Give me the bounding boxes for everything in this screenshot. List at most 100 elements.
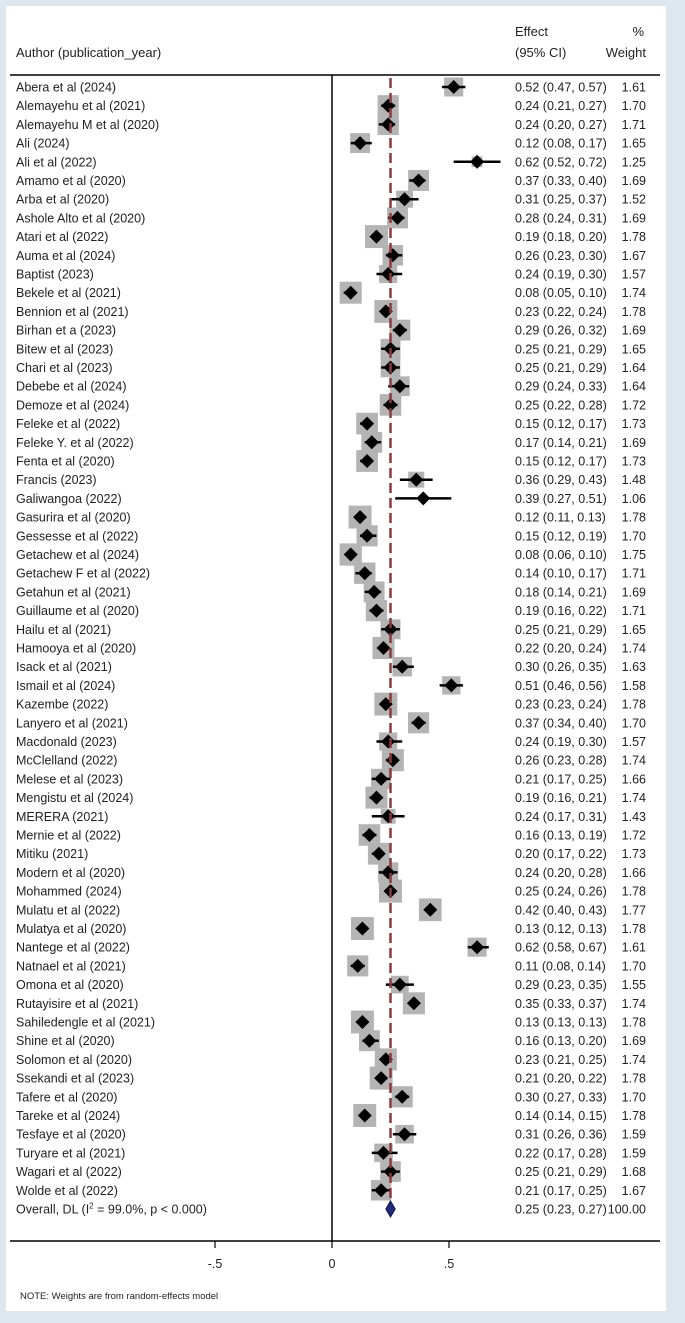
effect-ci-column-header: (95% CI) (515, 45, 566, 60)
x-axis: -.5 0 .5 (208, 1241, 454, 1271)
study-label: Ismail et al (2024) (16, 679, 115, 693)
study-label: Alemayehu et al (2021) (16, 99, 145, 113)
weight-value: 1.69 (622, 1034, 646, 1048)
study-row: Getahun et al (2021) 0.18 (0.14, 0.21) 1.6… (16, 581, 646, 603)
point-estimate-diamond (360, 416, 375, 431)
study-row: Auma et al (2024) 0.26 (0.23, 0.30) 1.67 (16, 245, 646, 266)
weight-value: 1.69 (622, 174, 646, 188)
study-label: Amamo et al (2020) (16, 174, 126, 188)
weight-value: 1.78 (622, 511, 646, 525)
weight-value: 1.78 (622, 885, 646, 899)
study-row: Birhan et a (2023) 0.29 (0.26, 0.32) 1.69 (16, 319, 646, 341)
weight-value: 1.66 (622, 866, 646, 880)
study-row: Amamo et al (2020) 0.37 (0.33, 0.40) 1.69 (16, 170, 646, 191)
effect-ci-value: 0.12 (0.11, 0.13) (515, 511, 606, 525)
point-estimate-diamond (357, 1108, 372, 1123)
x-tick-label: .5 (444, 1257, 454, 1271)
study-label: Demoze et al (2024) (16, 398, 129, 412)
effect-ci-value: 0.29 (0.24, 0.33) (515, 380, 607, 394)
weight-value: 1.73 (622, 455, 646, 469)
study-label: Wagari et al (2022) (16, 1165, 122, 1179)
weight-value: 1.67 (622, 1184, 646, 1198)
effect-ci-value: 0.31 (0.26, 0.36) (515, 1128, 607, 1142)
study-row: Mulatya et al (2020) 0.13 (0.12, 0.13) 1.7… (16, 917, 646, 940)
study-label: Getachew F et al (2022) (16, 567, 150, 581)
point-estimate-diamond (369, 603, 384, 618)
study-label: Natnael et al (2021) (16, 959, 126, 973)
study-label: Ashole Alto et al (2020) (16, 211, 145, 225)
point-estimate-diamond (446, 80, 461, 94)
footnote: NOTE: Weights are from random-effects mo… (20, 1291, 218, 1302)
study-label: Baptist (2023) (16, 268, 94, 282)
weight-value: 1.74 (622, 1053, 646, 1067)
weight-value: 1.71 (622, 604, 646, 618)
study-row: Turyare et al (2021) 0.22 (0.17, 0.28) 1.5… (16, 1143, 646, 1163)
point-estimate-diamond (383, 622, 398, 637)
study-row: MERERA (2021) 0.24 (0.17, 0.31) 1.43 (16, 808, 646, 824)
point-estimate-diamond (376, 1145, 391, 1160)
study-label: Hamooya et al (2020) (16, 642, 136, 656)
study-row: Abera et al (2024) 0.52 (0.47, 0.57) 1.61 (16, 77, 646, 97)
effect-ci-value: 0.24 (0.19, 0.30) (515, 735, 607, 749)
effect-column-header: Effect (515, 24, 548, 39)
forest-plot: Author (publication_year) Effect (95% CI… (10, 24, 660, 1302)
study-row: Gasurira et al (2020) 0.12 (0.11, 0.13) 1.… (16, 505, 646, 529)
effect-ci-value: 0.62 (0.52, 0.72) (515, 155, 607, 169)
weight-value: 1.71 (622, 567, 646, 581)
weight-value: 1.65 (622, 342, 646, 356)
effect-ci-value: 0.30 (0.27, 0.33) (515, 1090, 607, 1104)
point-estimate-diamond (353, 136, 368, 151)
point-estimate-diamond (423, 902, 438, 917)
study-label: MERERA (2021) (16, 810, 108, 824)
effect-ci-value: 0.13 (0.12, 0.13) (515, 922, 607, 936)
study-row: Ssekandi et al (2023) 0.21 (0.20, 0.22) 1.… (16, 1066, 646, 1090)
study-label: Bekele et al (2021) (16, 286, 121, 300)
weight-value: 1.78 (622, 698, 646, 712)
study-label: Macdonald (2023) (16, 735, 117, 749)
weight-value: 1.69 (622, 211, 646, 225)
effect-ci-value: 0.15 (0.12, 0.19) (515, 529, 607, 543)
point-estimate-diamond (371, 846, 386, 861)
study-row: Tesfaye et al (2020) 0.31 (0.26, 0.36) 1.5… (16, 1124, 646, 1144)
study-row: Rutayisire et al (2021) 0.35 (0.33, 0.37)… (16, 992, 646, 1015)
weight-value: 1.72 (622, 398, 646, 412)
column-headers: Author (publication_year) Effect (95% CI… (16, 24, 646, 60)
study-row: Guillaume et al (2020) 0.19 (0.16, 0.22) 1… (16, 599, 646, 622)
study-label: Mohammed (2024) (16, 885, 122, 899)
study-label: Feleke et al (2022) (16, 417, 120, 431)
weight-value: 1.78 (622, 1072, 646, 1086)
overall-effect-ci: 0.25 (0.23, 0.27) (515, 1203, 607, 1217)
study-label: Chari et al (2023) (16, 361, 113, 375)
study-row: Bekele et al (2021) 0.08 (0.05, 0.10) 1.74 (16, 281, 646, 304)
study-row: Getachew F et al (2022) 0.14 (0.10, 0.17)… (16, 562, 646, 584)
effect-ci-value: 0.25 (0.21, 0.29) (515, 361, 607, 375)
study-label: Mernie et al (2022) (16, 829, 121, 843)
study-row: Feleke Y. et al (2022) 0.17 (0.14, 0.21) 1… (16, 431, 646, 453)
study-label: Rutayisire et al (2021) (16, 997, 138, 1011)
x-tick-label: 0 (329, 1257, 336, 1271)
forest-plot-panel: Author (publication_year) Effect (95% CI… (6, 6, 666, 1311)
effect-ci-value: 0.16 (0.13, 0.19) (515, 829, 607, 843)
study-label: Gasurira et al (2020) (16, 511, 131, 525)
effect-ci-value: 0.22 (0.20, 0.24) (515, 642, 607, 656)
weight-value: 1.73 (622, 847, 646, 861)
point-estimate-diamond (406, 996, 421, 1011)
effect-ci-value: 0.14 (0.10, 0.17) (515, 567, 607, 581)
point-estimate-diamond (367, 584, 382, 599)
effect-ci-value: 0.17 (0.14, 0.21) (515, 436, 607, 450)
effect-ci-value: 0.29 (0.23, 0.35) (515, 978, 607, 992)
study-label: Omona et al (2020) (16, 978, 124, 992)
weight-value: 1.06 (622, 492, 646, 506)
point-estimate-diamond (357, 566, 372, 581)
weight-value: 1.61 (622, 941, 646, 955)
effect-ci-value: 0.24 (0.20, 0.27) (515, 118, 607, 132)
study-row: Mitiku (2021) 0.20 (0.17, 0.22) 1.73 (16, 842, 646, 865)
effect-ci-value: 0.13 (0.13, 0.13) (515, 1016, 607, 1030)
effect-ci-value: 0.39 (0.27, 0.51) (515, 492, 607, 506)
point-estimate-diamond (395, 659, 410, 674)
study-row: Bennion et al (2021) 0.23 (0.22, 0.24) 1.7… (16, 299, 646, 323)
weight-value: 1.70 (622, 959, 646, 973)
study-label: Gessesse et al (2022) (16, 529, 138, 543)
author-column-header: Author (publication_year) (16, 45, 161, 60)
study-row: Demoze et al (2024) 0.25 (0.22, 0.28) 1.72 (16, 394, 646, 416)
